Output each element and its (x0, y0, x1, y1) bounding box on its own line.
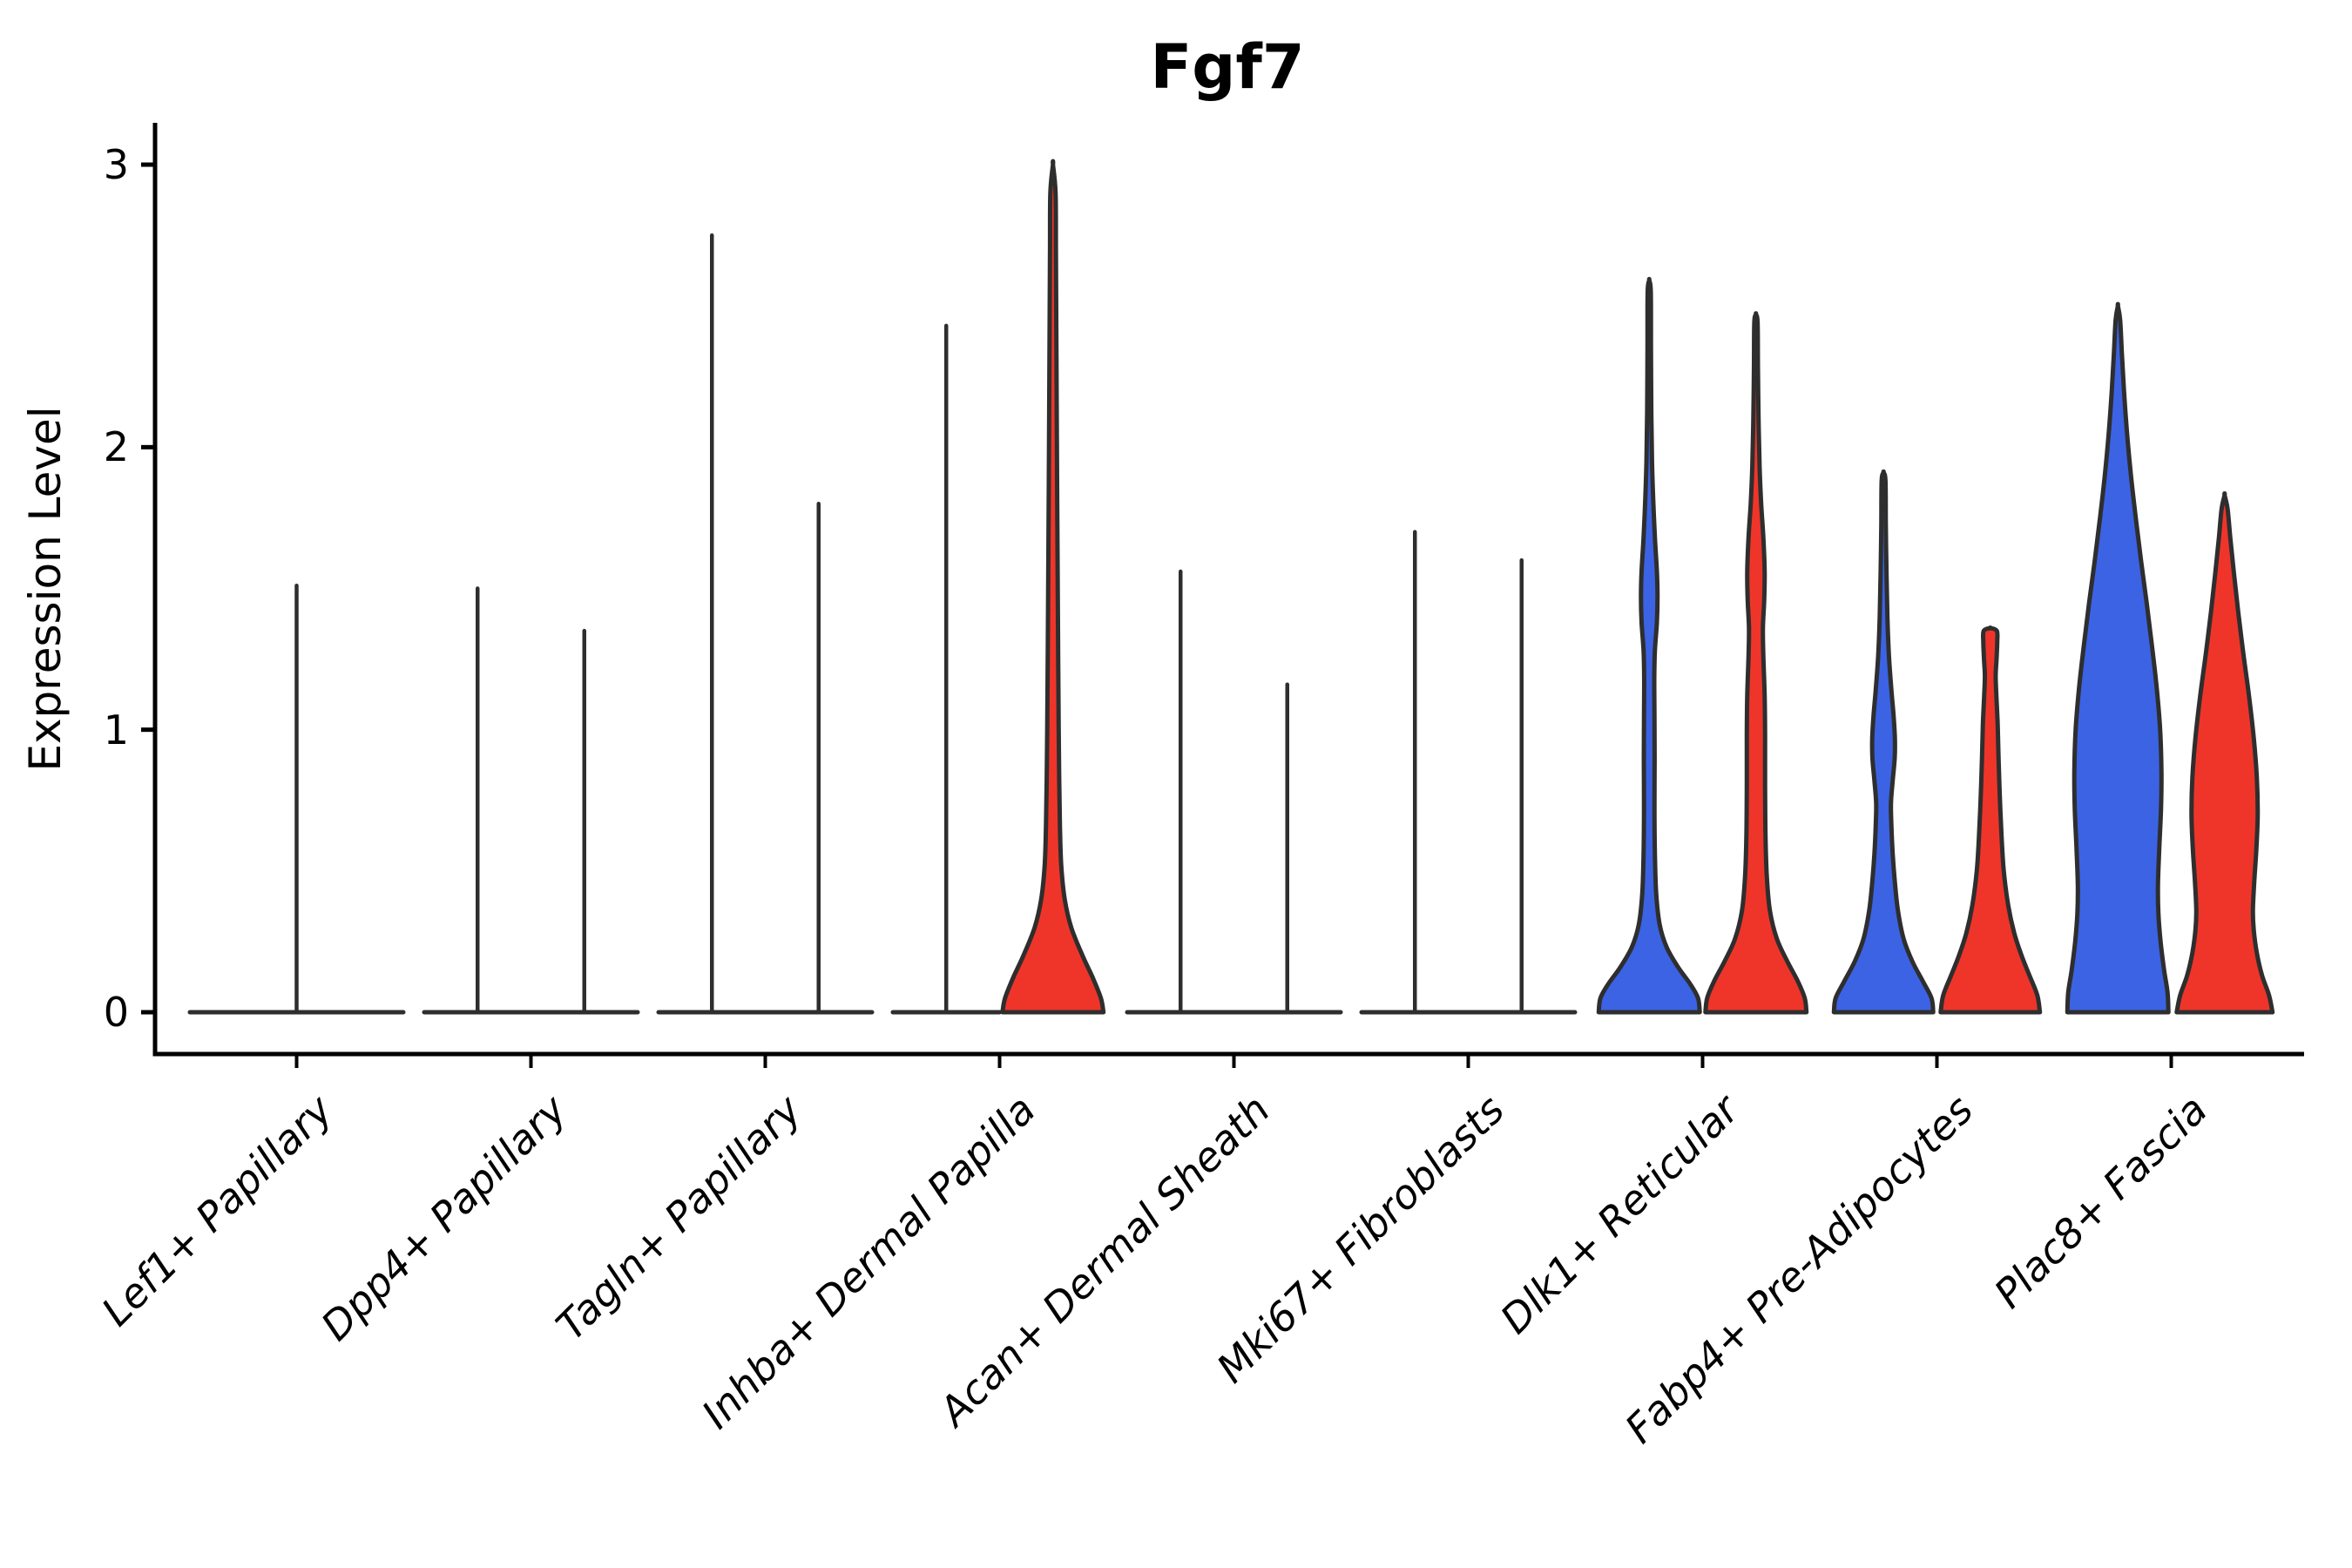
y-tick-label-0: 0 (103, 989, 129, 1036)
violin-red (1703, 311, 1809, 1015)
violin-blue (2065, 301, 2171, 1015)
violin-red (2174, 490, 2275, 1015)
violin-red (1938, 625, 2043, 1015)
violin-blue (1831, 469, 1936, 1015)
y-tick-label-3: 3 (103, 141, 129, 188)
y-tick-label-2: 2 (103, 423, 129, 471)
y-tick-label-1: 1 (103, 706, 129, 754)
violin-red (1000, 159, 1106, 1015)
violin-blue (1596, 276, 1702, 1015)
chart-title: Fgf7 (1150, 31, 1305, 103)
